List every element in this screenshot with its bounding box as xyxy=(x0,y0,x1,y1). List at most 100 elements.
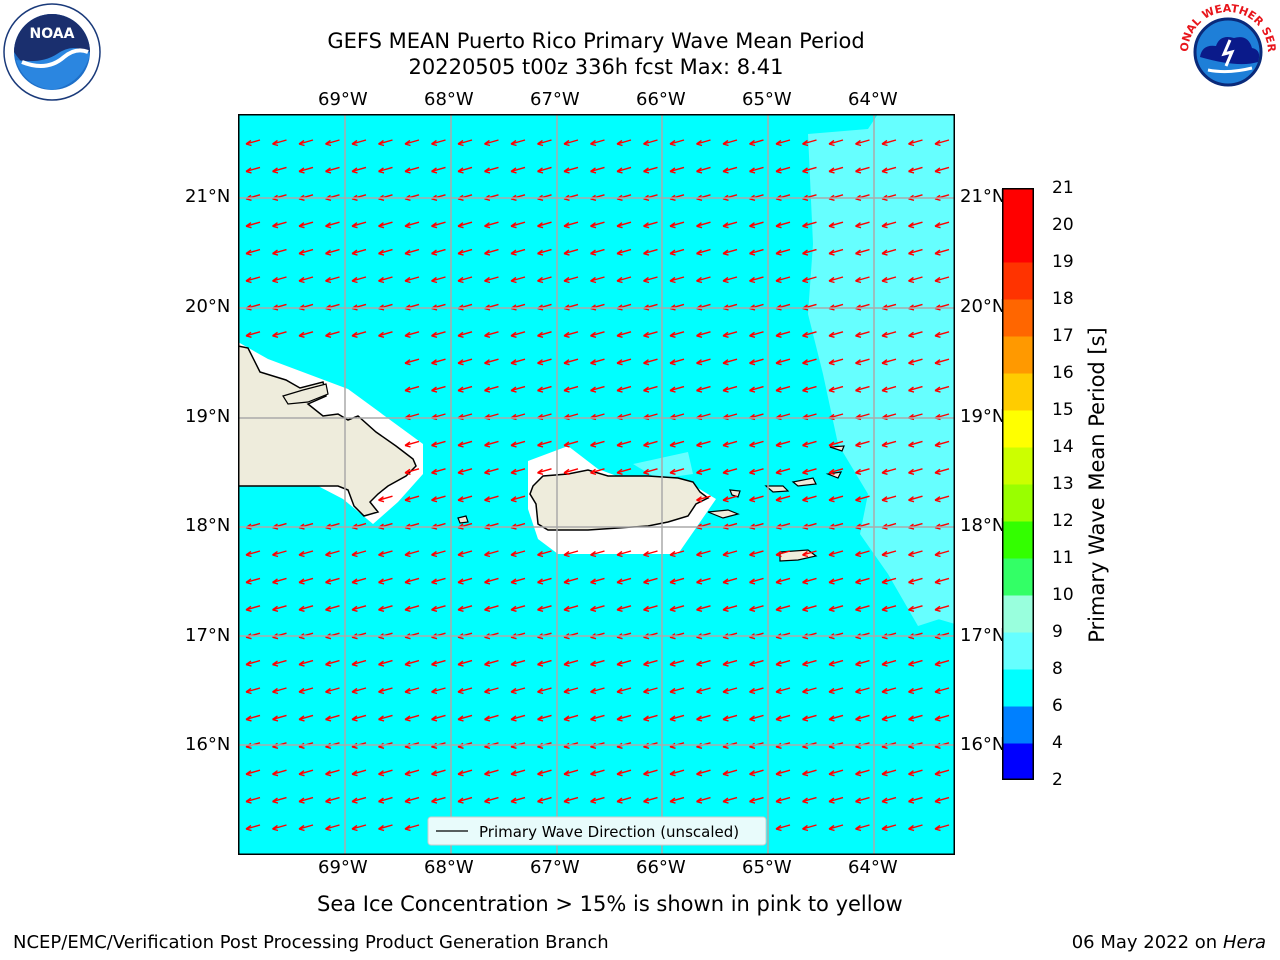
wave-direction-arrow xyxy=(696,687,711,695)
wave-direction-arrow xyxy=(272,221,287,229)
wave-direction-arrow xyxy=(749,248,764,256)
wave-direction-arrow xyxy=(563,769,579,777)
wave-direction-arrow xyxy=(696,385,711,393)
wave-direction-arrow xyxy=(669,139,685,147)
wave-direction-arrow xyxy=(325,331,340,338)
wave-direction-arrow xyxy=(934,796,950,804)
wave-direction-arrow xyxy=(484,331,499,338)
wave-direction-arrow xyxy=(749,577,764,585)
wave-direction-arrow xyxy=(643,221,658,229)
lat-label-left: 21°N xyxy=(185,186,231,207)
wave-direction-arrow xyxy=(616,659,632,667)
wave-direction-arrow xyxy=(881,221,897,229)
period-contour-8-9 xyxy=(633,452,693,479)
wave-direction-arrow xyxy=(245,769,261,777)
wave-direction-arrow xyxy=(510,714,526,722)
wave-direction-arrow xyxy=(563,440,579,448)
wave-direction-arrow xyxy=(669,687,685,695)
wave-direction-arrow xyxy=(404,495,420,503)
colorbar-swatch xyxy=(1002,595,1034,633)
colorbar-ticks: 2 4 6 8 9 10 11 12 13 14 15 16 17 18 19 20 21 xyxy=(1036,179,1086,789)
wave-direction-arrow xyxy=(696,166,711,174)
wave-direction-arrow xyxy=(484,385,499,393)
wave-direction-arrow xyxy=(802,248,817,256)
wave-direction-arrow xyxy=(934,331,950,338)
wave-direction-arrow xyxy=(749,659,764,667)
wave-direction-arrow xyxy=(722,139,738,147)
wave-direction-arrow xyxy=(775,331,791,338)
wave-direction-arrow xyxy=(749,166,764,174)
wave-direction-arrow xyxy=(325,769,340,777)
wave-direction-arrow xyxy=(828,550,844,558)
lat-label-left: 19°N xyxy=(185,406,231,427)
wave-direction-arrow xyxy=(590,687,605,695)
wave-direction-arrow xyxy=(802,550,817,558)
lat-label-left: 16°N xyxy=(185,734,231,755)
wave-direction-arrow xyxy=(908,358,923,366)
colorbar xyxy=(1002,188,1034,781)
lat-label-left: 18°N xyxy=(185,515,231,536)
wave-direction-arrow xyxy=(510,331,526,338)
wave-direction-arrow xyxy=(510,166,526,174)
wave-direction-arrow xyxy=(616,276,632,284)
wave-direction-arrow xyxy=(563,468,579,475)
wave-direction-arrow xyxy=(537,276,552,284)
wave-direction-arrow xyxy=(669,659,685,667)
wave-direction-arrow xyxy=(431,796,446,804)
colorbar-swatch xyxy=(1002,706,1034,744)
wave-direction-arrow xyxy=(828,687,844,695)
wave-direction-arrow xyxy=(325,550,340,558)
wave-direction-arrow xyxy=(749,796,764,804)
wave-direction-arrow xyxy=(245,796,261,804)
wave-direction-arrow xyxy=(537,550,552,558)
wave-direction-arrow xyxy=(802,577,817,585)
wave-direction-arrow xyxy=(696,796,711,804)
wave-direction-arrow xyxy=(590,331,605,338)
wave-direction-arrow xyxy=(457,605,473,612)
wave-direction-arrow xyxy=(404,331,420,338)
colorbar-tick-label: 16 xyxy=(1052,363,1074,383)
wave-direction-arrow xyxy=(325,166,340,174)
wave-direction-arrow xyxy=(802,166,817,174)
wave-direction-arrow xyxy=(908,385,923,393)
wave-direction-arrow xyxy=(934,687,950,695)
wave-direction-arrow xyxy=(775,769,791,777)
wave-direction-arrow xyxy=(378,276,393,284)
colorbar-swatch xyxy=(1002,558,1034,596)
wave-direction-arrow xyxy=(537,796,552,804)
wave-direction-arrow xyxy=(669,358,685,366)
wave-direction-arrow xyxy=(722,550,738,558)
wave-direction-arrow xyxy=(484,687,499,695)
wave-direction-arrow xyxy=(431,248,446,256)
wave-direction-arrow xyxy=(934,166,950,174)
wave-direction-arrow xyxy=(537,769,552,777)
wave-direction-arrow xyxy=(378,166,393,174)
wave-direction-arrow xyxy=(908,440,923,448)
wave-direction-arrow xyxy=(722,577,738,585)
wave-direction-arrow xyxy=(351,331,367,338)
wave-direction-arrow xyxy=(272,796,287,804)
wave-direction-arrow xyxy=(590,276,605,284)
wave-direction-arrow xyxy=(881,139,897,147)
wave-direction-arrow xyxy=(431,331,446,338)
wave-direction-arrow xyxy=(404,605,420,612)
wave-direction-arrow xyxy=(378,659,393,667)
wave-direction-arrow xyxy=(457,276,473,284)
lon-label-top: 67°W xyxy=(530,89,580,110)
wave-direction-arrow xyxy=(404,796,420,804)
wave-direction-arrow xyxy=(828,769,844,777)
wave-direction-arrow xyxy=(828,605,844,612)
wave-direction-arrow xyxy=(669,769,685,777)
wave-direction-arrow xyxy=(298,796,314,804)
wave-direction-arrow xyxy=(563,687,579,695)
wave-direction-arrow xyxy=(828,659,844,667)
wave-direction-arrow xyxy=(351,769,367,777)
wave-direction-arrow xyxy=(696,331,711,338)
wave-direction-arrow xyxy=(802,796,817,804)
footer-date-text: 06 May 2022 on xyxy=(1071,932,1218,953)
wave-direction-arrow xyxy=(802,468,817,475)
wave-direction-arrow xyxy=(696,468,711,475)
wave-direction-arrow xyxy=(351,221,367,229)
wave-direction-arrow xyxy=(908,468,923,475)
wave-direction-arrow xyxy=(484,605,499,612)
